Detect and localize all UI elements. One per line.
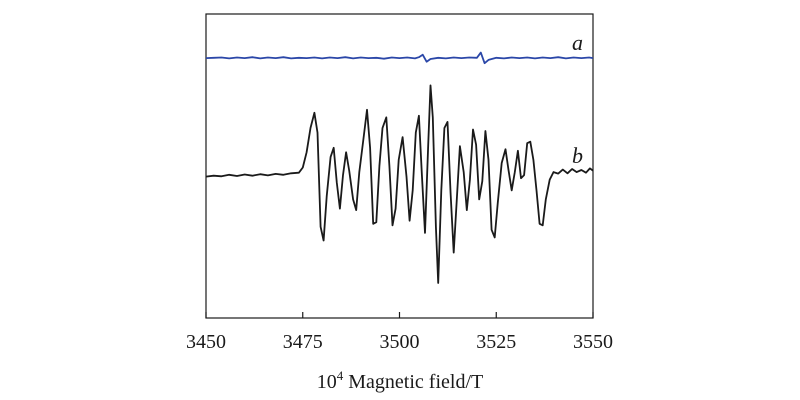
series-label-b: b bbox=[572, 143, 583, 168]
series-labels: ab bbox=[572, 30, 583, 168]
plot-frame bbox=[205, 13, 594, 319]
series-line-a bbox=[205, 51, 594, 65]
x-tick-label-3550: 3550 bbox=[573, 331, 613, 353]
series-label-a: a bbox=[572, 30, 583, 55]
series-line-b bbox=[205, 84, 594, 284]
x-axis-title: 104 Magnetic field/T bbox=[317, 368, 483, 393]
x-axis-tick-labels: 3450 3475 3500 3525 3550 bbox=[186, 331, 613, 353]
x-tick-label-3500: 3500 bbox=[380, 331, 420, 353]
x-axis-ticks bbox=[205, 312, 594, 318]
x-tick-label-3475: 3475 bbox=[283, 331, 323, 353]
x-tick-label-3450: 3450 bbox=[186, 331, 226, 353]
series-lines bbox=[205, 51, 594, 284]
x-tick-label-3525: 3525 bbox=[476, 331, 516, 353]
